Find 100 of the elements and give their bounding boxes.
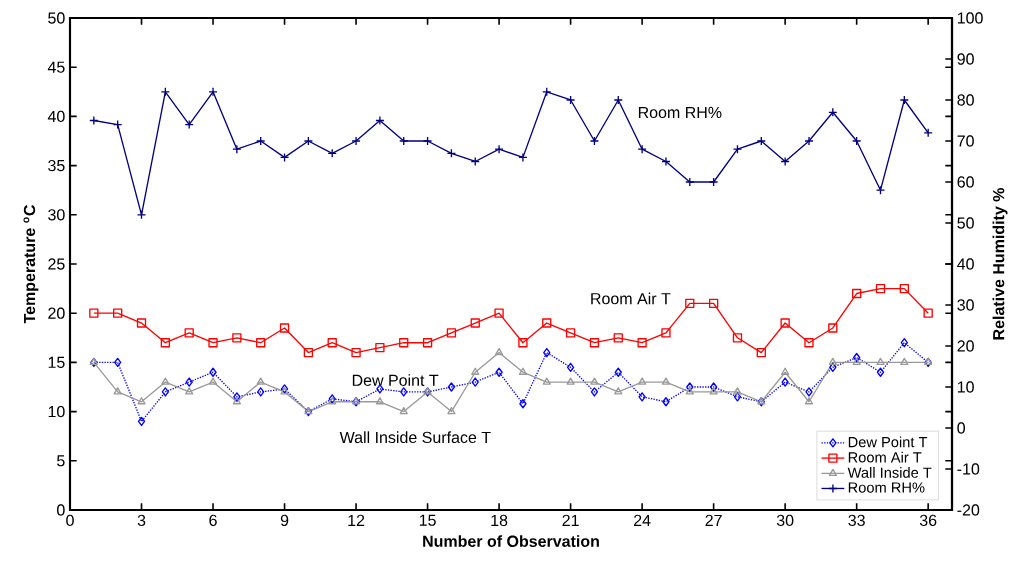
point [184,328,194,338]
point [161,377,170,385]
point [233,392,241,402]
point [208,377,218,385]
point [638,392,646,402]
point [185,387,194,395]
point [256,136,266,146]
x-axis-title: Number of Observation [423,535,599,547]
point [232,144,242,154]
point [137,397,146,405]
y2-tick-label: -10 [957,463,980,475]
point [256,377,265,385]
point [876,357,885,366]
point [804,136,814,146]
point [351,136,361,146]
point [399,136,409,146]
y2-tick-label: 0 [957,422,965,434]
point [686,382,694,392]
point [161,387,170,397]
point [614,387,623,395]
point [923,308,933,318]
point [613,333,623,343]
point [160,338,171,348]
point [257,387,265,397]
y-tick-label: 0 [57,504,65,516]
point [828,357,837,366]
y2-tick-label: 30 [957,299,974,311]
x-tick-label: 36 [919,514,937,527]
x-tick-label: 30 [776,514,794,527]
x-tick-label: 3 [137,514,146,527]
point [232,397,241,405]
x-tick-label: 0 [66,514,74,527]
point [899,95,909,105]
point [780,318,790,328]
y2-tick-label: 60 [957,176,974,188]
point [542,318,552,328]
point [805,387,813,397]
y-tick-label: 40 [47,110,65,123]
point [852,357,861,366]
annotation: Dew Point T [352,374,439,386]
point [422,136,433,146]
point [875,283,886,294]
legend-label: Wall Inside T [847,467,932,478]
annotation: Room Air T [591,292,671,305]
legend-label: Room RH% [848,482,925,493]
y-tick-label: 15 [48,356,65,368]
y-tick-label: 10 [48,405,65,418]
x-tick-label: 18 [491,514,508,527]
point [781,377,789,387]
legend-label: Room Air T [848,451,922,463]
point [399,406,408,415]
y2-tick-label: -20 [957,504,980,516]
point [518,152,528,163]
point [446,328,457,338]
x-tick-label: 21 [562,514,579,526]
x-tick-label: 9 [280,514,289,527]
annotation: Room RH% [638,106,722,119]
point [494,308,504,318]
point [851,136,862,146]
point [708,298,719,309]
point [709,382,718,392]
point [851,288,862,299]
point [662,397,670,407]
point [828,323,838,333]
y2-tick-label: 70 [957,135,974,147]
point [829,362,837,372]
point [375,397,385,405]
point [399,338,409,348]
point [637,377,647,385]
point [494,347,504,356]
point [614,367,622,377]
point [89,308,99,318]
point [804,397,814,405]
point [303,347,314,358]
point [900,338,909,348]
point [208,87,218,97]
point [136,318,147,328]
y2-axis-title: Relative Humidity % [992,187,1008,340]
point [708,177,719,187]
y2-tick-label: 20 [957,340,974,352]
point [899,283,909,294]
point [137,416,146,427]
point [637,338,647,348]
y-tick-label: 25 [48,258,65,270]
point [519,399,527,409]
point [565,95,576,105]
x-tick-label: 12 [348,514,365,526]
point [565,328,576,338]
point [566,362,575,372]
point [494,144,504,154]
annotation: Wall Inside Surface T [339,431,491,444]
point [303,136,314,146]
point [685,177,695,187]
point [256,338,266,348]
point [232,333,242,343]
point [661,377,671,385]
point [542,377,551,385]
point [566,377,575,385]
point [900,357,909,366]
y-tick-label: 45 [47,61,65,73]
